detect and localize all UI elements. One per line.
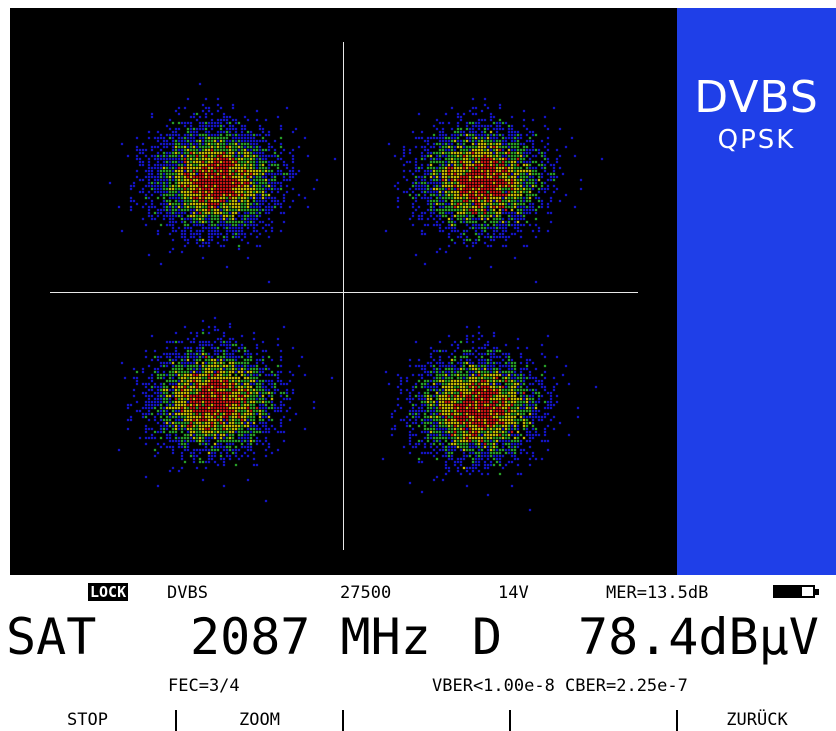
lock-badge: LOCK [88,583,129,601]
stop-button[interactable]: STOP [0,710,177,731]
ber-values: VBER<1.00e-8 CBER=2.25e-7 [432,676,688,696]
constellation-display [10,8,677,575]
softkey-bar: STOP ZOOM ZURÜCK [0,710,836,731]
band-label: SAT [6,608,97,666]
polarization-value: D [472,608,503,666]
quality-bar: FEC=3/4 VBER<1.00e-8 CBER=2.25e-7 [0,676,836,700]
measurement-readout: SAT 2087 MHz D 78.4dBµV [0,608,836,666]
fec-value: FEC=3/4 [168,676,240,696]
lnb-voltage: 14V [498,583,529,603]
battery-icon [773,585,815,598]
battery-tip [815,589,819,595]
mode-panel: DVBS QPSK [677,8,836,575]
standard-label: DVBS [167,583,208,603]
modulation-label: QPSK [717,125,796,155]
frequency-value: 2087 MHz [190,608,431,666]
mer-value: MER=13.5dB [606,583,709,603]
back-button[interactable]: ZURÜCK [726,710,788,730]
status-bar: LOCK DVBS 27500 14V MER=13.5dB [0,581,836,605]
softkey-4-button[interactable] [511,710,678,731]
i-axis [50,292,638,293]
q-axis [343,42,344,550]
symbol-rate: 27500 [340,583,392,603]
softkey-3-button[interactable] [344,710,511,731]
level-value: 78.4dBµV [578,608,819,666]
battery-level-fill [775,587,803,596]
zoom-button[interactable]: ZOOM [177,710,344,731]
mode-title: DVBS [694,72,819,123]
